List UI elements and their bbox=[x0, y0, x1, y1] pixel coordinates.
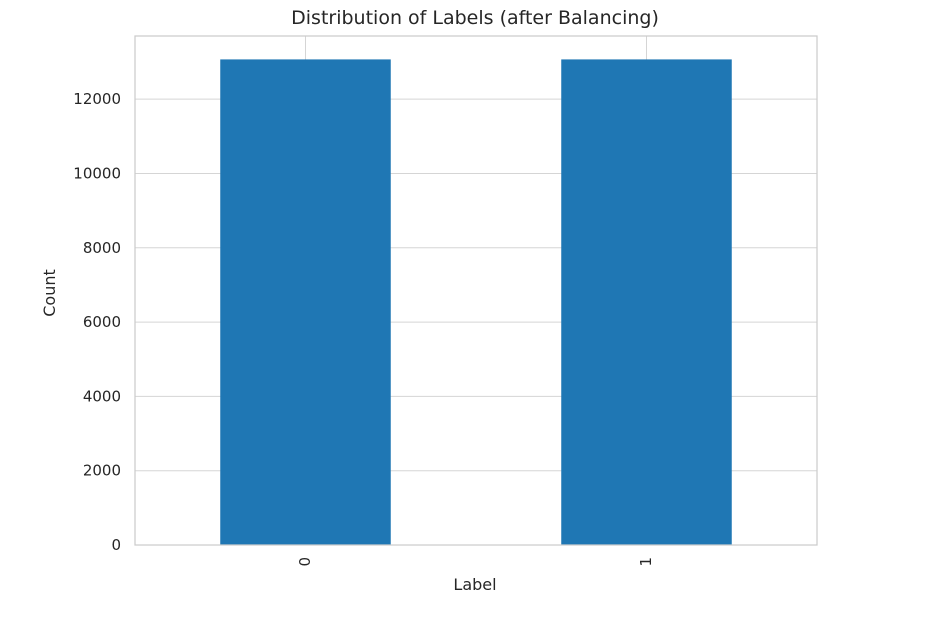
y-tick-label: 4000 bbox=[83, 387, 121, 405]
y-tick-labels: 0 2000 4000 6000 8000 10000 12000 bbox=[73, 90, 121, 554]
y-tick-label: 6000 bbox=[83, 313, 121, 331]
y-axis-label: Count bbox=[40, 269, 59, 317]
y-tick-label: 12000 bbox=[73, 90, 121, 108]
x-tick-label: 1 bbox=[637, 557, 655, 567]
y-tick-label: 10000 bbox=[73, 164, 121, 182]
chart-title: Distribution of Labels (after Balancing) bbox=[291, 7, 659, 29]
bar-label-1 bbox=[561, 59, 732, 546]
bars-layer bbox=[220, 59, 732, 546]
x-axis-label: Label bbox=[453, 575, 496, 594]
y-tick-label: 8000 bbox=[83, 239, 121, 257]
y-tick-label: 2000 bbox=[83, 462, 121, 480]
bar-label-0 bbox=[220, 59, 391, 546]
plot-frame bbox=[134, 35, 818, 546]
x-tick-label: 0 bbox=[296, 557, 314, 567]
y-tick-label: 0 bbox=[111, 536, 121, 554]
